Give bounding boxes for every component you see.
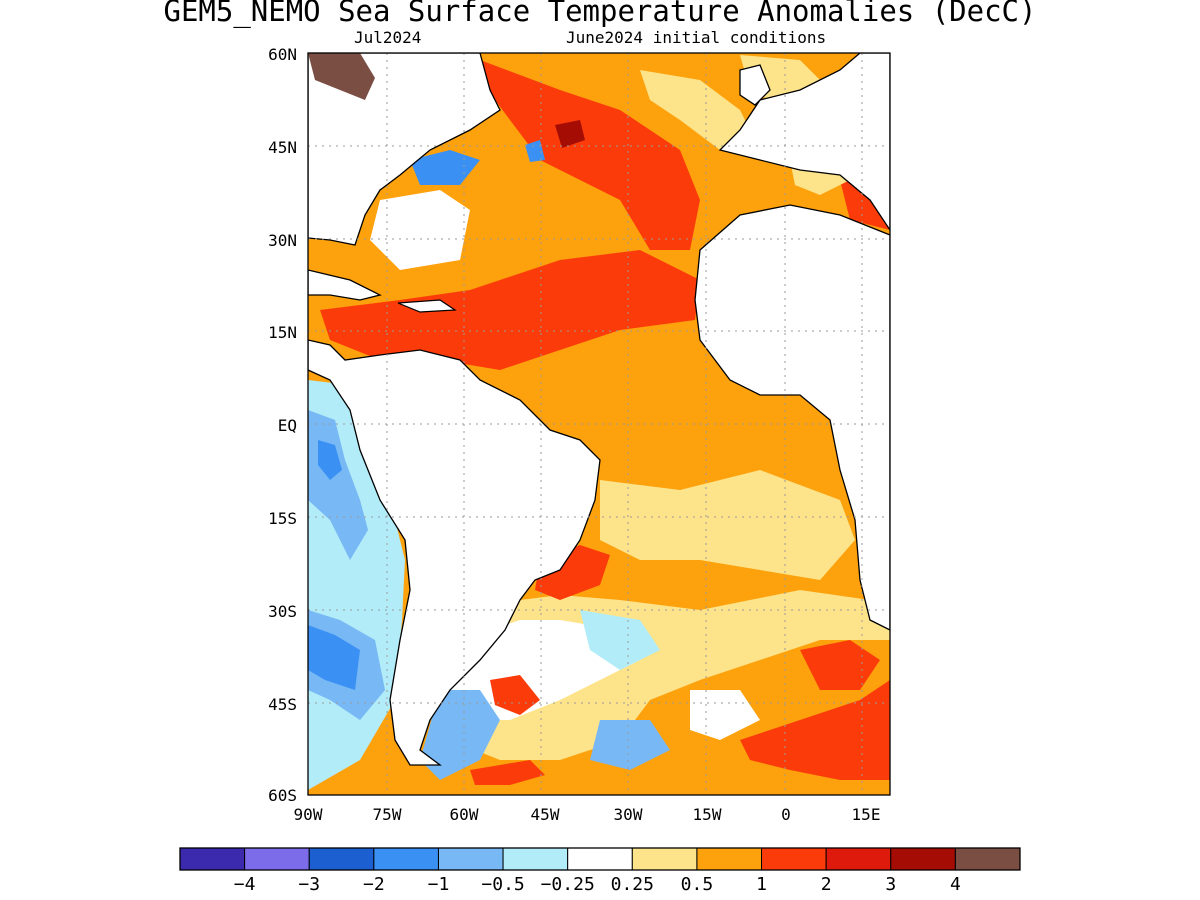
caribbean-islands [397, 299, 457, 313]
lon-label: 90W [294, 805, 323, 824]
colorbar-frame [179, 847, 1021, 871]
forecast-month: Jul2024 [354, 28, 422, 47]
north-atlantic-mild-region [640, 70, 760, 150]
lat-label: 30S [268, 602, 297, 621]
colorbar-label: −2 [363, 874, 385, 895]
colorbar-swatch [825, 847, 892, 871]
initial-conditions-label: June2024 initial conditions [566, 28, 827, 47]
colorbar-label: −0.5 [481, 874, 524, 895]
hudson-bay-hot-spot [308, 53, 375, 100]
lat-label: 15N [268, 323, 297, 342]
colorbar-label: 2 [821, 874, 832, 895]
colorbar-swatch [373, 847, 439, 871]
colorbar-swatch [761, 847, 827, 871]
lon-label: 15E [852, 805, 881, 824]
map-title: GEM5_NEMO Sea Surface Temperature Anomal… [163, 0, 1037, 28]
pacific-cool-region [318, 440, 342, 480]
north-atlantic-warm-band [320, 250, 700, 370]
pacific-cool-region [308, 625, 360, 690]
colorbar-swatch [244, 847, 310, 871]
colorbar-label: −3 [298, 874, 320, 895]
north-america-land [308, 53, 501, 246]
lat-label: 30N [268, 231, 297, 250]
colorbar-swatch [954, 847, 1021, 871]
sst-anomaly-field [308, 53, 890, 795]
lon-label: 15W [693, 805, 722, 824]
colorbar-swatch [502, 847, 569, 871]
colorbar-swatch [567, 847, 633, 871]
colorbar-swatch [890, 847, 956, 871]
north-atlantic-neutral-region [370, 190, 470, 270]
colorbar-swatch [179, 847, 246, 871]
north-atlantic-warm-band [480, 60, 700, 250]
lon-label: 30W [614, 805, 643, 824]
south-atlantic-warm-spot [740, 680, 890, 780]
lon-label: 45W [531, 805, 560, 824]
colorbar-label: 1 [756, 874, 767, 895]
lat-label: 45N [268, 138, 297, 157]
colorbar-label: 4 [950, 874, 961, 895]
south-atlantic-cool-spot [420, 690, 500, 780]
north-atlantic-hot-spot [555, 120, 585, 148]
map-frame [307, 52, 891, 796]
lat-label: 60S [268, 786, 297, 805]
south-atlantic-warm-spot [800, 640, 880, 690]
colorbar-label: 0.25 [611, 874, 654, 895]
south-america-land [308, 339, 601, 766]
latitude-axis: 60N 45N 30N 15N EQ 15S 30S 45S 60S [268, 45, 297, 805]
lat-label: 60N [268, 45, 297, 64]
lon-label: 0 [781, 805, 791, 824]
colorbar-swatch [308, 847, 375, 871]
longitude-axis: 90W 75W 60W 45W 30W 15W 0 15E [294, 805, 881, 824]
colorbar-label: 0.5 [681, 874, 714, 895]
colorbar-label: −1 [428, 874, 450, 895]
colorbar-label: 3 [885, 874, 896, 895]
south-atlantic-cool-spot [580, 610, 660, 670]
south-atlantic-warm-spot [470, 760, 545, 785]
south-atlantic-mild-region [600, 470, 855, 580]
colorbar-label: −0.25 [541, 874, 595, 895]
lat-label: EQ [278, 416, 297, 435]
map-gridlines [308, 53, 890, 795]
africa-land [694, 204, 890, 631]
colorbar-label: −4 [234, 874, 256, 895]
central-america-land [308, 269, 382, 301]
colorbar-swatch [696, 847, 763, 871]
south-atlantic-cool-spot [590, 720, 670, 770]
lat-label: 45S [268, 695, 297, 714]
colorbar-swatch [631, 847, 698, 871]
lat-label: 15S [268, 509, 297, 528]
south-atlantic-warm-spot [490, 675, 540, 715]
lon-label: 75W [373, 805, 402, 824]
british-isles-land [739, 64, 771, 106]
lon-label: 60W [450, 805, 479, 824]
north-atlantic-cool-spot [410, 150, 480, 185]
colorbar-swatch [437, 847, 504, 871]
colorbar: −4 −3 −2 −1 −0.5 −0.25 0.25 0.5 1 2 3 4 [179, 847, 1021, 895]
